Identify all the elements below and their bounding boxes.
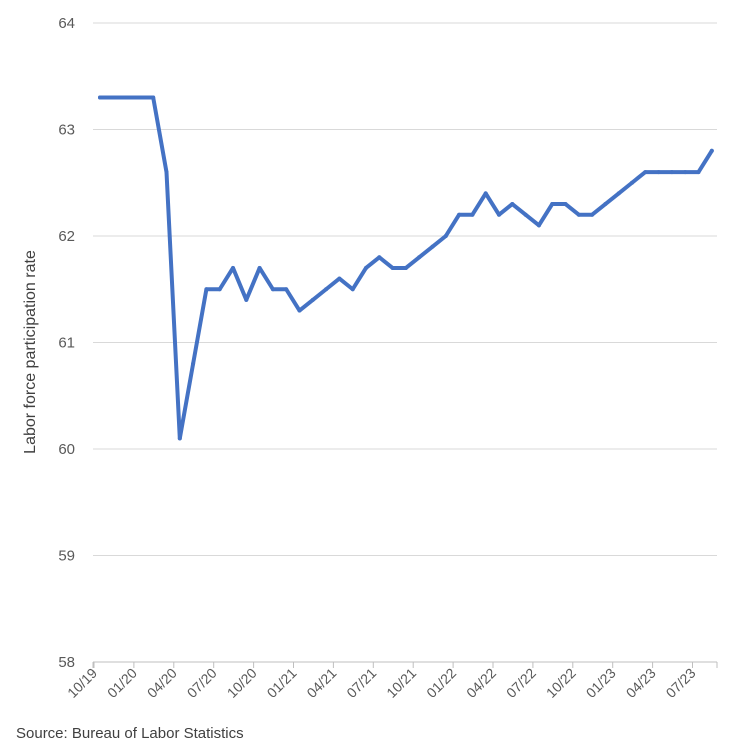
data-point <box>403 265 408 270</box>
data-point <box>257 265 262 270</box>
data-point <box>536 223 541 228</box>
data-point <box>616 191 621 196</box>
y-tick-label: 60 <box>58 441 75 458</box>
x-tick-label: 01/23 <box>583 665 619 701</box>
data-point <box>177 436 182 441</box>
y-tick-label: 59 <box>58 548 75 565</box>
data-point <box>137 95 142 100</box>
data-point <box>417 255 422 260</box>
x-tick-label: 04/20 <box>144 665 180 701</box>
data-point <box>643 170 648 175</box>
data-point <box>523 212 528 217</box>
data-point <box>231 265 235 270</box>
x-tick-label: 07/23 <box>663 665 699 701</box>
x-axis-ticks <box>92 662 718 668</box>
data-point <box>590 212 595 217</box>
x-tick-label: 07/21 <box>343 665 379 701</box>
data-point <box>630 180 634 185</box>
data-point <box>377 255 382 260</box>
data-point <box>350 287 355 292</box>
y-tick-label: 58 <box>58 654 75 671</box>
data-point <box>550 202 555 207</box>
data-point <box>709 148 714 153</box>
x-tick-label: 10/21 <box>383 665 419 701</box>
data-point <box>164 170 169 175</box>
data-point <box>191 361 196 366</box>
x-tick-label: 07/22 <box>503 665 539 701</box>
data-point <box>443 234 448 238</box>
data-point <box>576 212 581 217</box>
data-point <box>390 265 395 270</box>
data-point <box>111 95 116 100</box>
data-point <box>470 212 475 217</box>
data-point <box>656 170 661 175</box>
data-point <box>696 170 701 175</box>
data-point <box>603 202 608 207</box>
data-point <box>151 95 156 100</box>
x-tick-label: 04/22 <box>463 665 499 701</box>
data-point <box>98 95 102 100</box>
x-tick-label: 01/21 <box>264 665 300 701</box>
data-point <box>563 202 568 207</box>
x-tick-label: 01/20 <box>104 665 140 701</box>
y-tick-label: 62 <box>58 228 75 245</box>
source-note: Source: Bureau of Labor Statistics <box>16 725 244 742</box>
data-point <box>217 287 222 292</box>
data-point <box>204 287 209 292</box>
x-tick-label: 01/22 <box>423 665 459 701</box>
data-point <box>270 287 275 292</box>
data-point <box>244 297 249 302</box>
data-point <box>430 244 435 249</box>
data-point <box>284 287 289 292</box>
x-tick-label: 04/21 <box>303 665 339 701</box>
y-tick-label: 64 <box>58 15 75 32</box>
x-tick-label: 07/20 <box>184 665 220 701</box>
y-tick-label: 61 <box>58 335 75 352</box>
x-axis-tick-labels: 10/19 01/20 04/20 07/20 10/20 01/21 04/21 07/21… <box>64 665 699 701</box>
x-tick-label: 10/20 <box>224 665 260 701</box>
data-point <box>669 170 674 175</box>
data-point <box>483 191 488 196</box>
y-tick-label: 63 <box>58 122 75 139</box>
data-point <box>510 202 515 207</box>
data-point <box>124 95 129 100</box>
x-tick-label: 10/22 <box>543 665 579 701</box>
data-point <box>310 297 315 302</box>
data-point <box>683 170 688 175</box>
data-point <box>497 212 501 217</box>
data-point <box>324 287 329 292</box>
data-point <box>337 276 342 281</box>
data-point <box>364 265 368 270</box>
x-tick-label: 04/23 <box>623 665 659 701</box>
gridlines <box>93 22 717 556</box>
y-axis-tick-labels: 58 59 60 61 62 63 64 <box>58 15 75 671</box>
data-point <box>297 308 302 313</box>
data-point <box>457 212 462 217</box>
y-axis-label: Labor force participation rate <box>22 250 39 454</box>
data-points <box>98 95 714 441</box>
